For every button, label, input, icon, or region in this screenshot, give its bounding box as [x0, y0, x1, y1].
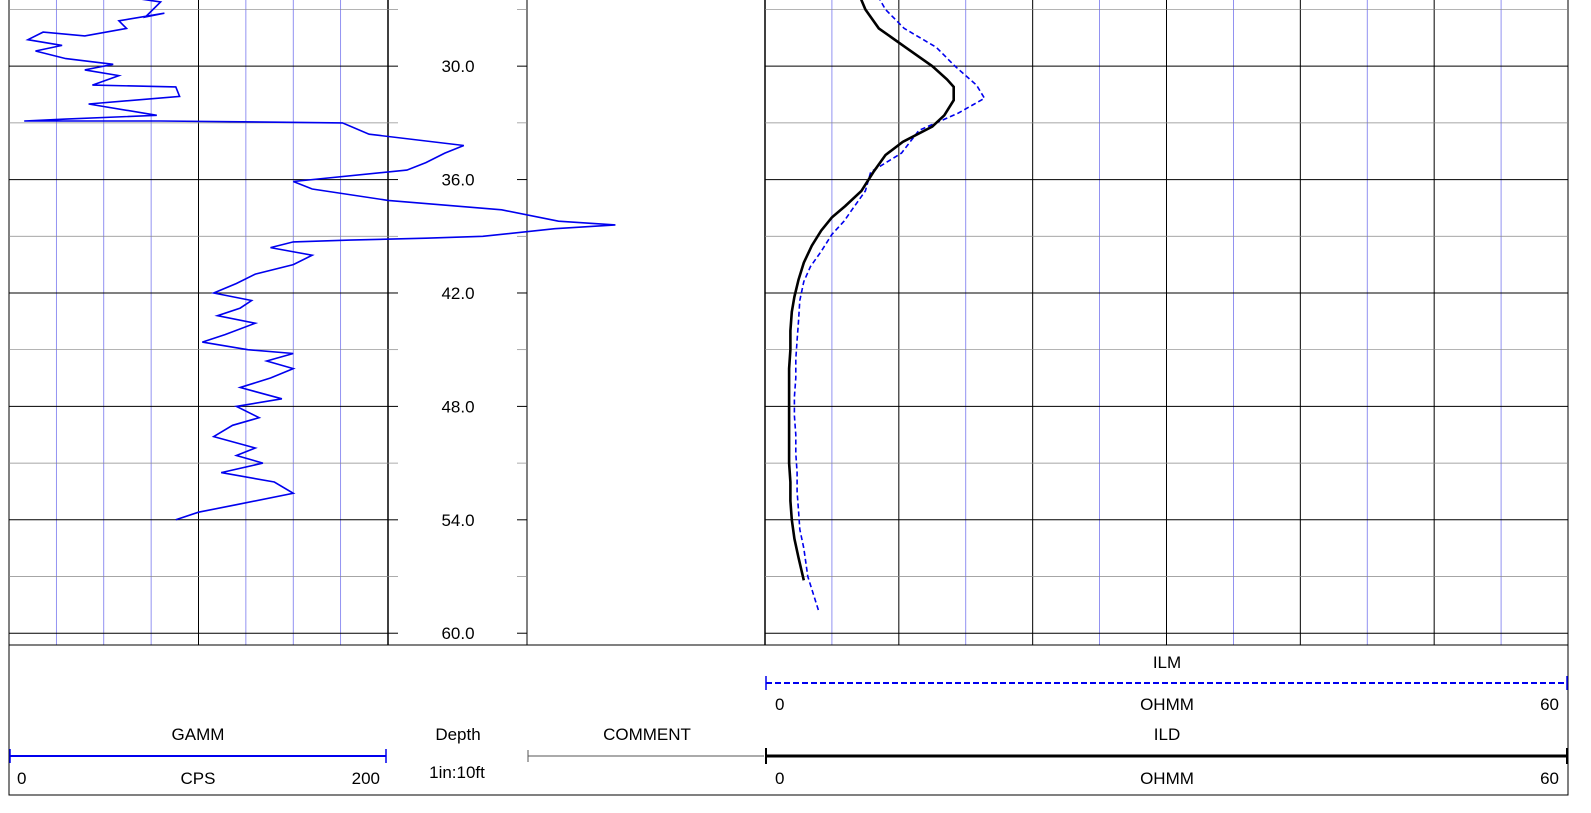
gamm-curve [24, 0, 616, 521]
depth-label: 36.0 [441, 171, 474, 190]
ilm-unit: OHMM [1140, 695, 1194, 714]
ild-unit: OHMM [1140, 769, 1194, 788]
depth-name: Depth [435, 725, 480, 744]
gamma-track-grid [9, 0, 388, 645]
gamm-min: 0 [17, 769, 26, 788]
ild-name: ILD [1154, 725, 1180, 744]
depth-label: 48.0 [441, 397, 474, 416]
gamm-max: 200 [352, 769, 380, 788]
gamm-name: GAMM [172, 725, 225, 744]
depth-label: 60.0 [441, 624, 474, 643]
ilm-curve [793, 0, 986, 611]
gamm-unit: CPS [181, 769, 216, 788]
ild-min: 0 [775, 769, 784, 788]
ilm-min: 0 [775, 695, 784, 714]
depth-label: 42.0 [441, 284, 474, 303]
resistivity-track-grid [765, 0, 1568, 645]
ilm-name: ILM [1153, 653, 1181, 672]
depth-label: 54.0 [441, 511, 474, 530]
ilm-max: 60 [1540, 695, 1559, 714]
track-frames [8, 0, 1569, 645]
ild-max: 60 [1540, 769, 1559, 788]
log-curves [24, 0, 986, 611]
log-header: ILM 0 OHMM 60 ILD 0 OHMM 60 GAMM 0 CPS 2… [8, 644, 1569, 796]
ild-curve [787, 0, 956, 581]
depth-scale: 1in:10ft [429, 763, 485, 782]
comment-name: COMMENT [603, 725, 691, 744]
depth-track-grid [388, 9, 527, 634]
depth-label: 30.0 [441, 57, 474, 76]
depth-labels: 30.0 36.0 42.0 48.0 54.0 60.0 [441, 57, 474, 643]
